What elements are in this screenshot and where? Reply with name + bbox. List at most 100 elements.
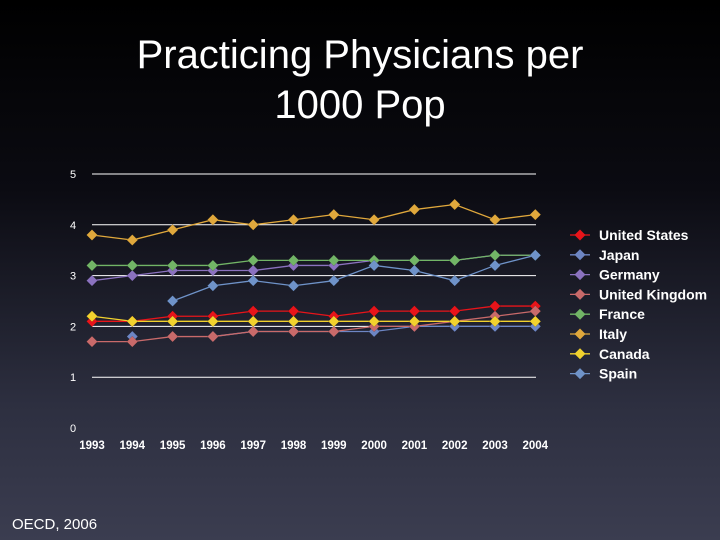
legend-label-italy: Italy <box>599 326 627 342</box>
point-canada-2002 <box>448 315 461 328</box>
point-united-kingdom-1998 <box>287 325 300 338</box>
slide-title-line2: 1000 Pop <box>274 83 446 127</box>
x-tick-label-2002: 2002 <box>442 440 468 452</box>
series-line-spain <box>172 254 536 302</box>
point-italy-1998 <box>287 213 300 226</box>
y-tick-label-4: 4 <box>70 220 76 232</box>
point-canada-2001 <box>408 315 421 328</box>
point-united-states-2003 <box>489 300 501 312</box>
point-germany-1997 <box>247 264 260 277</box>
y-tick-label-3: 3 <box>70 271 76 283</box>
legend-label-united-states: United States <box>599 227 689 243</box>
point-italy-1997 <box>247 218 260 231</box>
source-footer: OECD, 2006 <box>12 516 98 533</box>
point-united-kingdom-1995 <box>166 330 179 343</box>
point-united-kingdom-1996 <box>207 330 219 343</box>
y-tick-label-0: 0 <box>70 423 76 435</box>
point-spain-1999 <box>327 274 340 287</box>
point-spain-2000 <box>368 259 380 272</box>
point-canada-2003 <box>489 315 501 328</box>
point-italy-2004 <box>529 208 542 221</box>
point-spain-1997 <box>247 274 260 287</box>
y-tick-label-5: 5 <box>70 169 76 181</box>
point-spain-2003 <box>489 259 501 272</box>
point-canada-1995 <box>166 315 179 328</box>
point-united-states-2000 <box>368 305 380 318</box>
point-united-kingdom-1993 <box>86 335 98 348</box>
point-spain-1996 <box>207 279 219 292</box>
point-germany-1994 <box>126 269 139 282</box>
point-italy-1995 <box>166 224 179 236</box>
x-tick-label-1998: 1998 <box>281 440 307 452</box>
series-line-united-states <box>92 305 536 322</box>
series-line-united-kingdom <box>92 310 536 343</box>
point-france-2003 <box>489 249 501 262</box>
point-france-1997 <box>247 254 260 267</box>
point-spain-1998 <box>287 279 300 292</box>
series-line-canada <box>91 315 536 322</box>
point-united-states-2002 <box>448 305 461 318</box>
point-canada-1999 <box>327 315 340 328</box>
x-tick-label-1996: 1996 <box>200 440 226 452</box>
series-line-italy <box>91 203 536 241</box>
point-united-kingdom-1999 <box>327 325 340 338</box>
point-italy-2003 <box>489 213 501 226</box>
x-tick-label-1993: 1993 <box>79 440 105 452</box>
legend-marker-united-kingdom <box>574 288 586 300</box>
x-tick-label-2001: 2001 <box>402 440 428 452</box>
legend-label-united-kingdom: United Kingdom <box>599 286 707 302</box>
point-canada-1997 <box>247 315 260 328</box>
point-italy-2001 <box>408 203 421 216</box>
slide-title-line1: Practicing Physicians per <box>136 33 584 77</box>
point-spain-1995 <box>166 295 179 307</box>
slide-title: Practicing Physicians per 1000 Pop <box>0 30 720 130</box>
point-canada-1994 <box>126 315 139 328</box>
point-italy-1999 <box>327 208 340 221</box>
point-canada-2000 <box>368 315 380 328</box>
point-france-1993 <box>86 259 98 272</box>
legend-label-germany: Germany <box>599 267 660 283</box>
series-line-france <box>92 254 536 267</box>
point-italy-2000 <box>368 213 380 226</box>
legend-label-canada: Canada <box>599 346 650 362</box>
point-france-1996 <box>207 259 219 272</box>
x-tick-label-1995: 1995 <box>160 440 186 452</box>
point-france-1998 <box>287 254 300 267</box>
point-france-2001 <box>408 254 421 267</box>
point-italy-1993 <box>86 229 98 241</box>
point-united-kingdom-1994 <box>126 335 139 348</box>
legend-marker-united-states <box>574 229 586 241</box>
point-france-1995 <box>166 259 179 272</box>
point-canada-1993 <box>86 310 98 323</box>
legend-marker-japan <box>574 249 586 261</box>
x-tick-label-2003: 2003 <box>482 440 508 452</box>
x-tick-label-2004: 2004 <box>523 440 549 452</box>
point-united-states-2001 <box>408 305 421 318</box>
x-tick-label-1999: 1999 <box>321 440 347 452</box>
point-france-1994 <box>126 259 139 272</box>
legend-marker-italy <box>574 328 586 340</box>
y-tick-label-1: 1 <box>70 372 76 384</box>
point-france-2002 <box>448 254 461 267</box>
point-spain-2001 <box>408 264 421 277</box>
point-canada-1996 <box>207 315 219 328</box>
point-canada-2004 <box>529 315 542 328</box>
point-italy-1996 <box>207 213 219 226</box>
point-germany-1993 <box>86 274 98 287</box>
legend-label-france: France <box>599 306 645 322</box>
point-spain-2004 <box>529 249 542 262</box>
x-tick-label-1994: 1994 <box>120 440 146 452</box>
legend-marker-france <box>574 308 586 320</box>
point-france-1999 <box>327 254 340 267</box>
point-united-states-1997 <box>247 305 260 318</box>
legend-label-japan: Japan <box>599 247 639 263</box>
point-canada-1998 <box>287 315 300 328</box>
point-italy-2002 <box>448 198 461 211</box>
point-united-kingdom-1997 <box>247 325 260 338</box>
point-spain-2002 <box>448 274 461 287</box>
legend-marker-germany <box>574 269 586 281</box>
point-italy-1994 <box>126 234 139 246</box>
point-united-states-1998 <box>287 305 300 318</box>
legend-label-spain: Spain <box>599 366 637 382</box>
